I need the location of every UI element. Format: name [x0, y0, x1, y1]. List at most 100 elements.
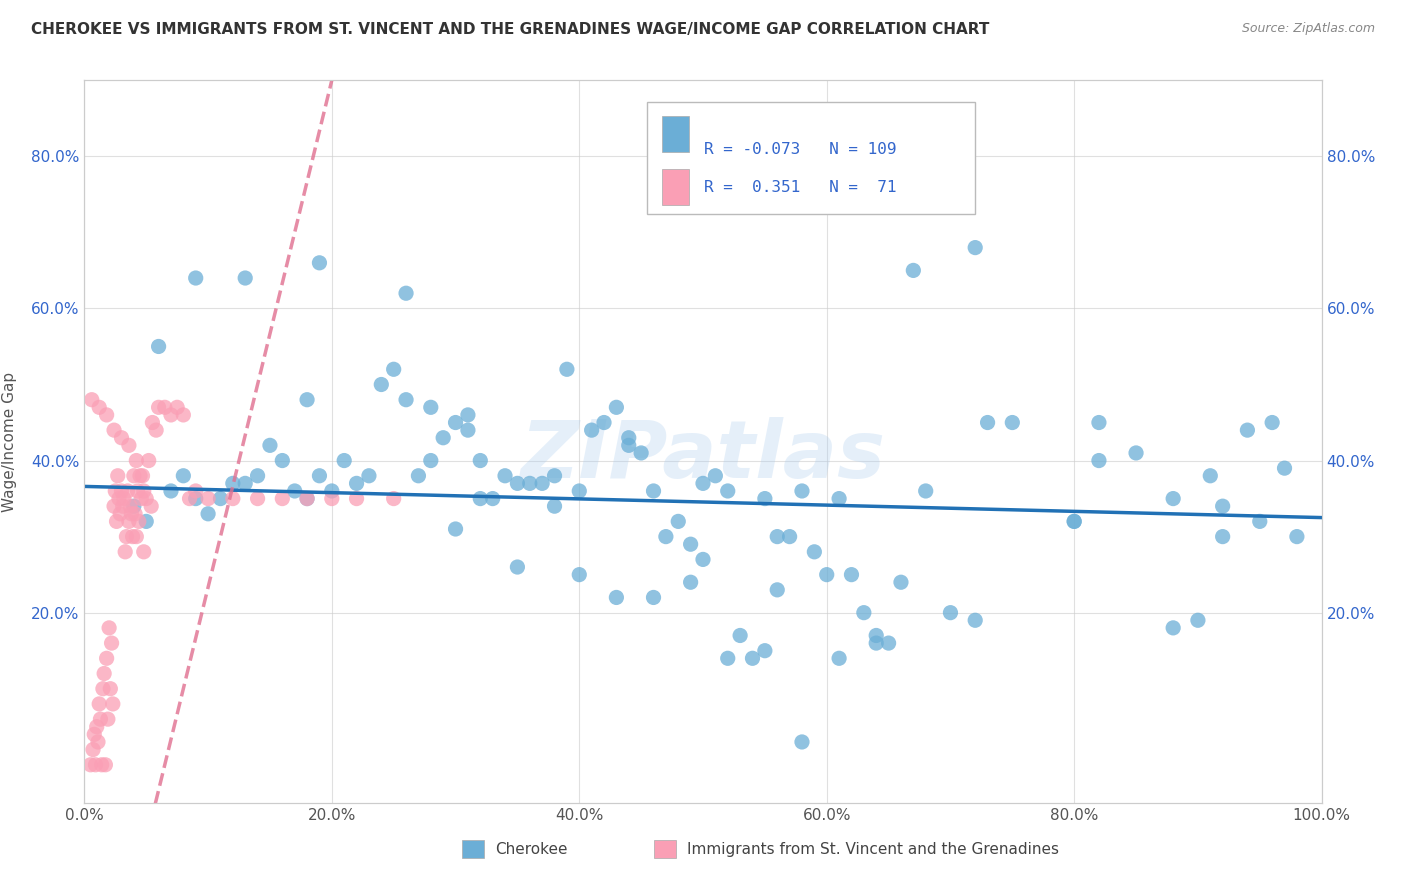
Point: [1187, 613, 1209, 627]
Point: [166, 401, 188, 415]
Point: [129, 468, 152, 483]
Point: [717, 483, 740, 498]
Point: [976, 416, 998, 430]
Point: [630, 446, 652, 460]
Point: [617, 431, 640, 445]
Point: [395, 286, 418, 301]
Point: [903, 263, 925, 277]
Point: [118, 438, 141, 452]
Point: [172, 408, 194, 422]
Point: [643, 591, 665, 605]
Point: [135, 515, 157, 529]
Point: [395, 392, 418, 407]
Point: [91, 681, 114, 696]
Point: [295, 491, 318, 506]
Point: [125, 530, 148, 544]
Point: [717, 651, 740, 665]
Point: [89, 401, 111, 415]
Point: [346, 491, 368, 506]
Point: [141, 499, 163, 513]
Point: [382, 362, 405, 376]
Point: [246, 491, 269, 506]
Point: [84, 757, 107, 772]
Point: [141, 416, 163, 430]
Point: [865, 636, 887, 650]
Point: [1088, 453, 1111, 467]
Point: [96, 408, 118, 422]
Point: [1125, 446, 1147, 460]
Point: [80, 392, 103, 407]
Point: [184, 271, 207, 285]
Point: [132, 483, 155, 498]
Point: [138, 453, 160, 467]
Text: ZIPatlas: ZIPatlas: [520, 417, 886, 495]
Point: [222, 476, 245, 491]
Point: [704, 468, 727, 483]
Point: [815, 567, 838, 582]
Point: [83, 727, 105, 741]
Point: [148, 401, 170, 415]
Point: [617, 438, 640, 452]
Point: [271, 453, 294, 467]
Point: [444, 522, 467, 536]
Point: [89, 712, 111, 726]
Point: [914, 483, 936, 498]
Point: [470, 453, 492, 467]
Point: [233, 476, 256, 491]
Point: [179, 491, 201, 506]
Point: [98, 681, 121, 696]
Point: [122, 499, 145, 513]
Point: [543, 499, 565, 513]
Point: [1285, 530, 1308, 544]
Point: [419, 453, 441, 467]
Point: [96, 651, 118, 665]
Point: [121, 530, 143, 544]
Point: [308, 256, 330, 270]
Point: [531, 476, 554, 491]
Point: [877, 636, 900, 650]
Point: [457, 408, 479, 422]
Point: [135, 491, 157, 506]
Point: [506, 476, 529, 491]
Text: CHEROKEE VS IMMIGRANTS FROM ST. VINCENT AND THE GRENADINES WAGE/INCOME GAP CORRE: CHEROKEE VS IMMIGRANTS FROM ST. VINCENT …: [31, 22, 990, 37]
Point: [1236, 423, 1258, 437]
FancyBboxPatch shape: [647, 102, 976, 214]
Point: [1161, 621, 1184, 635]
Bar: [662, 169, 689, 205]
Point: [593, 416, 616, 430]
Point: [184, 491, 207, 506]
Point: [679, 575, 702, 590]
Point: [1249, 515, 1271, 529]
Point: [828, 491, 851, 506]
Point: [87, 735, 110, 749]
Point: [271, 491, 294, 506]
Point: [1001, 416, 1024, 430]
Point: [382, 491, 405, 506]
Point: [117, 483, 139, 498]
Point: [506, 560, 529, 574]
Point: [148, 339, 170, 353]
Point: [790, 735, 813, 749]
Point: [457, 423, 479, 437]
Point: [82, 742, 104, 756]
Point: [321, 491, 343, 506]
Point: [779, 530, 801, 544]
Point: [112, 491, 135, 506]
Point: [1212, 530, 1234, 544]
Point: [1261, 416, 1284, 430]
Point: [444, 416, 467, 430]
Point: [103, 499, 125, 513]
Point: [308, 468, 330, 483]
Point: [110, 483, 132, 498]
Point: [172, 468, 194, 483]
Point: [1274, 461, 1296, 475]
Bar: [662, 116, 689, 153]
Point: [605, 401, 627, 415]
Point: [555, 362, 578, 376]
Point: [754, 643, 776, 657]
Point: [93, 666, 115, 681]
Point: [321, 483, 343, 498]
Point: [259, 438, 281, 452]
Point: [295, 392, 318, 407]
Point: [346, 476, 368, 491]
